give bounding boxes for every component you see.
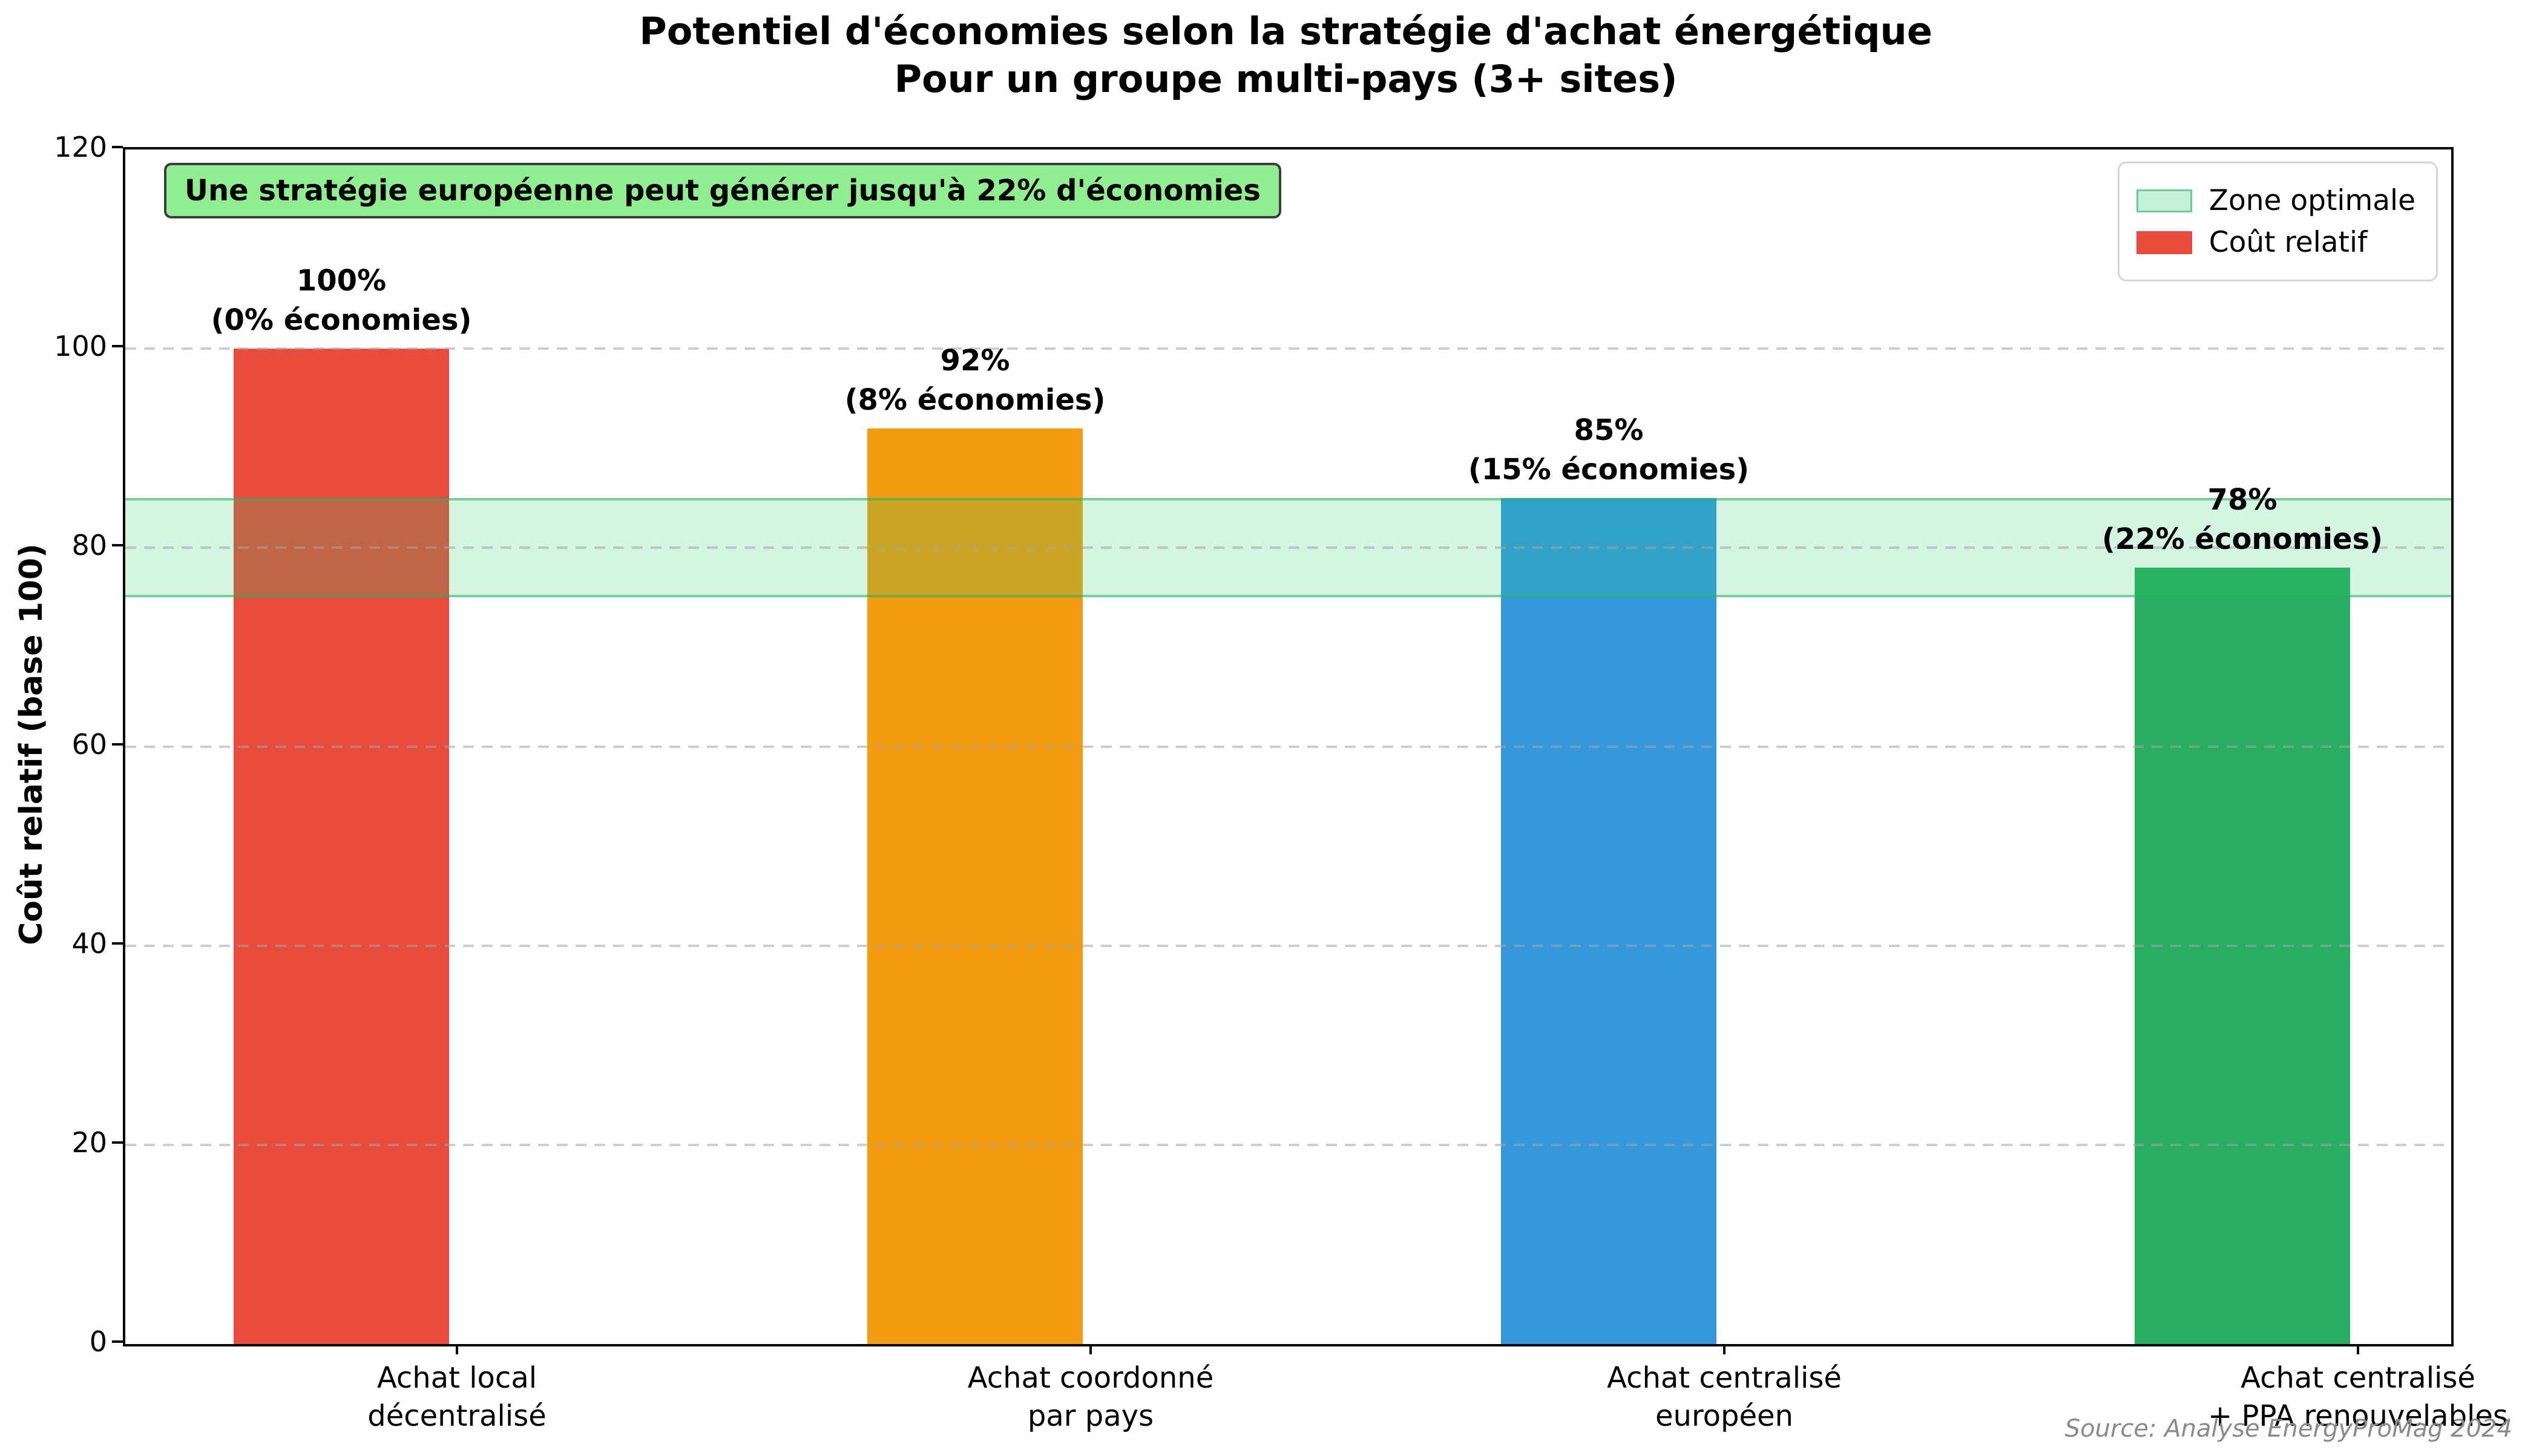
annotation-box: Une stratégie européenne peut générer ju… <box>164 163 1281 218</box>
gridline-20 <box>125 1144 2451 1146</box>
y-tick-label-40: 40 <box>71 927 107 960</box>
gridline-60 <box>125 746 2451 748</box>
legend-swatch-cout-relatif <box>2136 231 2192 254</box>
bar-value-savings-2: (8% économies) <box>844 382 1106 417</box>
plot-area: Une stratégie européenne peut générer ju… <box>123 147 2454 1346</box>
title-line-1: Potentiel d'économies selon la stratégie… <box>639 9 1933 53</box>
x-tick-mark-3 <box>1723 1344 1726 1354</box>
bar-value-pct-1: 100% <box>296 264 387 298</box>
y-tick-mark-20 <box>112 1141 123 1144</box>
y-tick-label-80: 80 <box>71 529 107 562</box>
bar-2 <box>867 428 1083 1344</box>
x-tick-label-4-line-1: Achat centralisé <box>2241 1361 2475 1395</box>
x-tick-mark-4 <box>2357 1344 2359 1354</box>
y-tick-mark-0 <box>112 1340 123 1343</box>
legend-item-cout-relatif: Coût relatif <box>2136 226 2415 259</box>
x-tick-label-4-line-2: + PPA renouvelables <box>2208 1399 2508 1434</box>
bar-value-pct-4: 78% <box>2207 483 2277 517</box>
bar-4 <box>2135 567 2350 1344</box>
source-credit: Source: Analyse EnergyProMag 2024 <box>2064 1415 2512 1443</box>
x-tick-label-3: Achat centralisé européen <box>1452 1359 1997 1436</box>
bar-value-savings-1: (0% économies) <box>211 303 472 338</box>
bar-value-pct-3: 85% <box>1574 413 1644 448</box>
bar-value-savings-4: (22% économies) <box>2101 522 2383 557</box>
title-line-2: Pour un groupe multi-pays (3+ sites) <box>894 57 1678 102</box>
x-tick-label-3-line-1: Achat centralisé <box>1607 1361 1842 1395</box>
legend-label-cout-relatif: Coût relatif <box>2208 226 2368 259</box>
y-tick-label-100: 100 <box>54 330 107 362</box>
y-tick-mark-40 <box>112 942 123 945</box>
bar-value-label-2: 92% (8% économies) <box>672 341 1278 420</box>
y-tick-label-60: 60 <box>71 728 107 761</box>
gridline-100 <box>125 347 2451 350</box>
bar-value-label-1: 100% (0% économies) <box>39 261 644 340</box>
x-tick-label-3-line-2: européen <box>1655 1399 1793 1434</box>
legend: Zone optimale Coût relatif <box>2117 162 2438 281</box>
gridline-80 <box>125 546 2451 549</box>
y-tick-mark-60 <box>112 743 123 746</box>
gridline-40 <box>125 945 2451 947</box>
bar-value-label-3: 85% (15% économies) <box>1306 411 1911 490</box>
y-tick-mark-80 <box>112 544 123 546</box>
bar-value-pct-2: 92% <box>940 344 1010 378</box>
x-tick-label-1: Achat local décentralisé <box>185 1359 729 1436</box>
y-tick-label-0: 0 <box>89 1325 107 1358</box>
chart-title: Potentiel d'économies selon la stratégie… <box>123 7 2449 103</box>
bar-3 <box>1501 497 1716 1344</box>
bar-value-savings-3: (15% économies) <box>1468 452 1750 487</box>
legend-label-zone-optimale: Zone optimale <box>2208 184 2415 217</box>
x-tick-label-2: Achat coordonné par pays <box>818 1359 1363 1436</box>
x-tick-mark-2 <box>1089 1344 1092 1354</box>
x-tick-label-1-line-1: Achat local <box>376 1361 537 1395</box>
y-tick-mark-100 <box>112 345 123 347</box>
y-tick-label-20: 20 <box>71 1126 107 1159</box>
bar-1 <box>234 349 449 1344</box>
legend-item-zone-optimale: Zone optimale <box>2136 184 2415 217</box>
x-tick-label-2-line-1: Achat coordonné <box>967 1361 1214 1395</box>
x-tick-label-4: Achat centralisé + PPA renouvelables <box>2086 1359 2522 1436</box>
bar-value-label-4: 78% (22% économies) <box>1940 480 2522 559</box>
y-tick-label-120: 120 <box>54 131 107 163</box>
legend-swatch-zone-optimale <box>2136 189 2192 212</box>
x-tick-label-1-line-2: décentralisé <box>367 1399 547 1434</box>
x-tick-mark-1 <box>456 1344 458 1354</box>
y-tick-mark-120 <box>112 146 123 148</box>
x-tick-label-2-line-2: par pays <box>1027 1399 1154 1434</box>
